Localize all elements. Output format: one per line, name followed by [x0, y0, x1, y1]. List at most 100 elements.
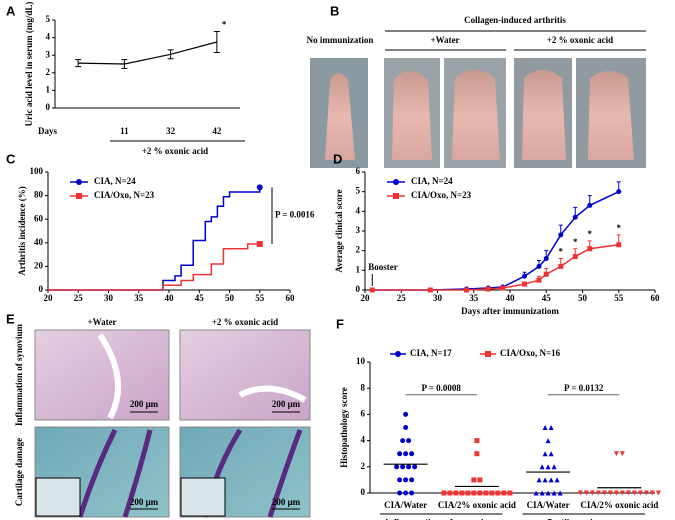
y-axis-label: Average clinical score: [334, 189, 344, 272]
column-label: +Water: [87, 317, 116, 327]
x-tick-label: CIA/2% oxonic acid: [438, 500, 516, 510]
axis: [54, 20, 240, 109]
marker: [558, 232, 564, 238]
marker: [256, 184, 263, 191]
axis: [364, 172, 655, 291]
marker: [643, 490, 649, 496]
marker: [500, 285, 506, 291]
marker: [542, 451, 548, 457]
y-tick-label: 5: [46, 14, 51, 24]
marker: [558, 263, 564, 269]
marker: [397, 477, 403, 483]
marker: [485, 351, 491, 357]
line: [78, 41, 218, 65]
marker: [542, 477, 548, 483]
x-tick-label: 60: [651, 293, 661, 303]
marker: [403, 477, 409, 483]
marker: [613, 451, 619, 457]
marker: [616, 242, 622, 248]
marker: [522, 281, 527, 287]
annotation: *: [559, 247, 564, 257]
marker: [406, 438, 412, 444]
x-tick-label: 40: [506, 293, 516, 303]
y-tick-label: 5: [356, 186, 361, 196]
marker: [619, 451, 625, 457]
marker: [489, 490, 495, 496]
marker: [409, 451, 415, 457]
y-tick-label: 0: [361, 487, 366, 497]
line: [372, 190, 620, 291]
marker: [583, 490, 589, 496]
marker: [409, 490, 415, 496]
annotation: *: [617, 223, 622, 233]
marker: [637, 490, 643, 496]
panel-letter: B: [330, 3, 339, 18]
x-tick-label: 50: [225, 293, 235, 303]
legend-label: CIA, N=24: [411, 176, 453, 186]
marker: [542, 425, 548, 430]
legend-label: CIA, N=24: [94, 176, 136, 186]
y-tick-label: 80: [34, 190, 44, 200]
marker: [441, 490, 447, 496]
y-tick-label: 2: [361, 461, 366, 471]
marker: [397, 490, 403, 496]
marker: [400, 464, 406, 470]
marker: [477, 477, 483, 483]
marker: [536, 263, 542, 269]
group-label: Inflammation of synovium: [385, 517, 497, 520]
panel-letter: A: [6, 3, 16, 18]
marker: [545, 464, 551, 470]
marker: [76, 193, 82, 199]
marker: [548, 451, 554, 457]
marker: [453, 490, 459, 496]
marker: [403, 425, 409, 430]
marker: [554, 477, 560, 483]
x-axis-label: Days: [38, 126, 57, 136]
photo-label: +Water: [430, 35, 459, 45]
paw: [325, 73, 355, 160]
y-tick-label: 6: [356, 166, 361, 176]
marker: [649, 490, 655, 496]
marker: [548, 425, 554, 430]
inset: [35, 477, 81, 517]
y-tick-label: 1: [356, 264, 361, 274]
error-bar: [167, 49, 174, 60]
marker: [403, 411, 409, 417]
x-tick-label: 55: [614, 293, 624, 303]
y-tick-label: 2: [356, 245, 361, 255]
marker: [395, 351, 401, 357]
marker: [447, 490, 453, 496]
marker: [394, 464, 400, 470]
marker: [256, 240, 263, 247]
x-tick-label: CIA/Water: [527, 500, 570, 510]
x-tick-label: 30: [104, 293, 114, 303]
line: [48, 187, 261, 291]
marker: [406, 464, 412, 470]
marker: [557, 490, 563, 496]
row-label: Inflammation of synovium: [14, 323, 24, 426]
panel-letter: D: [333, 151, 342, 166]
marker: [536, 477, 542, 483]
y-tick-label: 20: [34, 260, 44, 270]
bracket-label: +2 % oxonic acid: [142, 146, 208, 156]
marker: [631, 490, 637, 496]
marker: [76, 179, 82, 185]
marker: [616, 189, 622, 195]
axis: [47, 172, 290, 291]
x-tick-label: 35: [469, 293, 479, 303]
paw: [522, 70, 566, 160]
marker: [464, 287, 469, 293]
line: [372, 244, 619, 291]
annotation: P = 0.0008: [422, 383, 462, 393]
x-tick-label: 25: [397, 293, 407, 303]
marker: [397, 451, 403, 457]
marker: [589, 490, 595, 496]
column-label: +2 % oxonic acid: [212, 317, 278, 327]
y-tick-label: 4: [46, 32, 51, 42]
marker: [545, 490, 551, 496]
marker: [393, 193, 399, 199]
error-bar: [75, 59, 82, 68]
marker: [393, 179, 399, 185]
y-tick-label: 2: [46, 67, 51, 77]
y-tick-label: 1: [46, 84, 51, 94]
